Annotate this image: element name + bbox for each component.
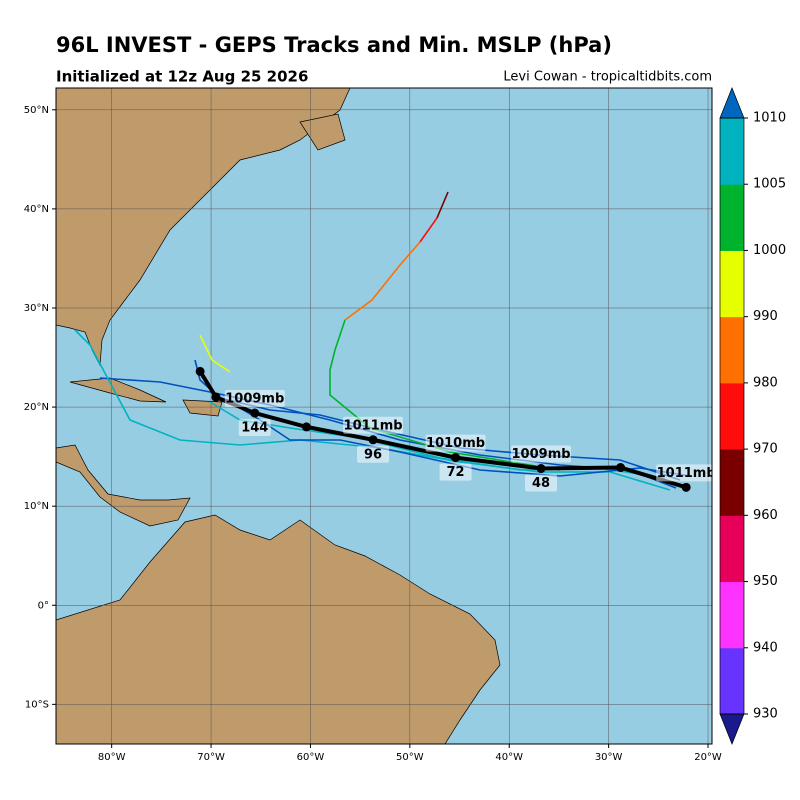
label-bg xyxy=(656,464,712,482)
x-tick-label: 80°W xyxy=(98,752,126,763)
y-tick-label: 50°N xyxy=(24,105,49,116)
x-tick-label: 30°W xyxy=(595,752,623,763)
y-tick-label: 30°N xyxy=(24,303,49,314)
x-tick-label: 70°W xyxy=(197,752,225,763)
colorbar-label: 1000 xyxy=(753,243,786,258)
colorbar-label: 980 xyxy=(753,375,778,390)
track-point xyxy=(211,392,221,402)
land xyxy=(56,88,501,744)
colorbar-label: 1010 xyxy=(753,111,786,126)
colorbar-label: 950 xyxy=(753,574,778,589)
y-tick-label: 10°S xyxy=(25,699,49,710)
track-point xyxy=(301,422,311,432)
colorbar-segment xyxy=(720,316,744,384)
credit: Levi Cowan - tropicaltidbits.com xyxy=(503,70,712,85)
track-point xyxy=(195,366,205,376)
pressure-label: 1011mb xyxy=(657,466,716,481)
x-tick-label: 50°W xyxy=(396,752,424,763)
colorbar-frame xyxy=(719,117,745,715)
colorbar-label: 940 xyxy=(753,640,778,655)
label-bg xyxy=(511,445,572,463)
colorbar-over xyxy=(719,87,745,119)
label-bg xyxy=(357,445,390,463)
colorbar-segment xyxy=(720,250,744,318)
label-bg xyxy=(425,434,486,452)
hour-label: 48 xyxy=(532,476,550,491)
pressure-label: 1011mb xyxy=(344,418,403,433)
colorbar-label: 960 xyxy=(753,508,778,523)
title: 96L INVEST - GEPS Tracks and Min. MSLP (… xyxy=(56,33,612,57)
colorbar-segment xyxy=(720,382,744,450)
pressure-label: 1009mb xyxy=(512,447,571,462)
subtitle: Initialized at 12z Aug 25 2026 xyxy=(56,68,308,86)
x-tick-label: 60°W xyxy=(297,752,325,763)
track-point xyxy=(536,464,546,474)
colorbar-label: 970 xyxy=(753,442,778,457)
track-point xyxy=(368,435,378,445)
label-bg xyxy=(439,463,472,481)
colorbar-segment xyxy=(720,184,744,251)
hour-label: 144 xyxy=(241,421,268,436)
map-frame xyxy=(55,87,713,745)
pressure-label: 1010mb xyxy=(426,436,485,451)
y-tick-label: 20°N xyxy=(24,402,49,413)
track-point xyxy=(451,453,461,463)
label-bg xyxy=(343,416,404,434)
track-point xyxy=(681,482,691,492)
colorbar-segment xyxy=(720,647,744,715)
track-point xyxy=(616,463,626,473)
y-tick-label: 40°N xyxy=(24,204,49,215)
colorbar-under xyxy=(719,713,745,745)
y-tick-label: 10°N xyxy=(24,501,49,512)
colorbar-label: 1005 xyxy=(753,177,786,192)
hour-label: 72 xyxy=(447,465,465,480)
track-point xyxy=(250,408,260,418)
label-bg xyxy=(525,474,558,492)
y-tick-label: 0° xyxy=(38,600,49,611)
x-tick-label: 20°W xyxy=(694,752,722,763)
hour-label: 96 xyxy=(364,447,382,462)
x-tick-label: 40°W xyxy=(495,752,523,763)
colorbar-segment xyxy=(720,449,744,516)
colorbar-label: 990 xyxy=(753,309,778,324)
label-bg xyxy=(238,419,271,437)
label-bg xyxy=(224,390,285,408)
colorbar-segment xyxy=(720,581,744,649)
colorbar-label: 930 xyxy=(753,707,778,722)
colorbar-segment xyxy=(720,515,744,583)
colorbar-segment xyxy=(720,118,744,185)
pressure-label: 1009mb xyxy=(225,392,284,407)
